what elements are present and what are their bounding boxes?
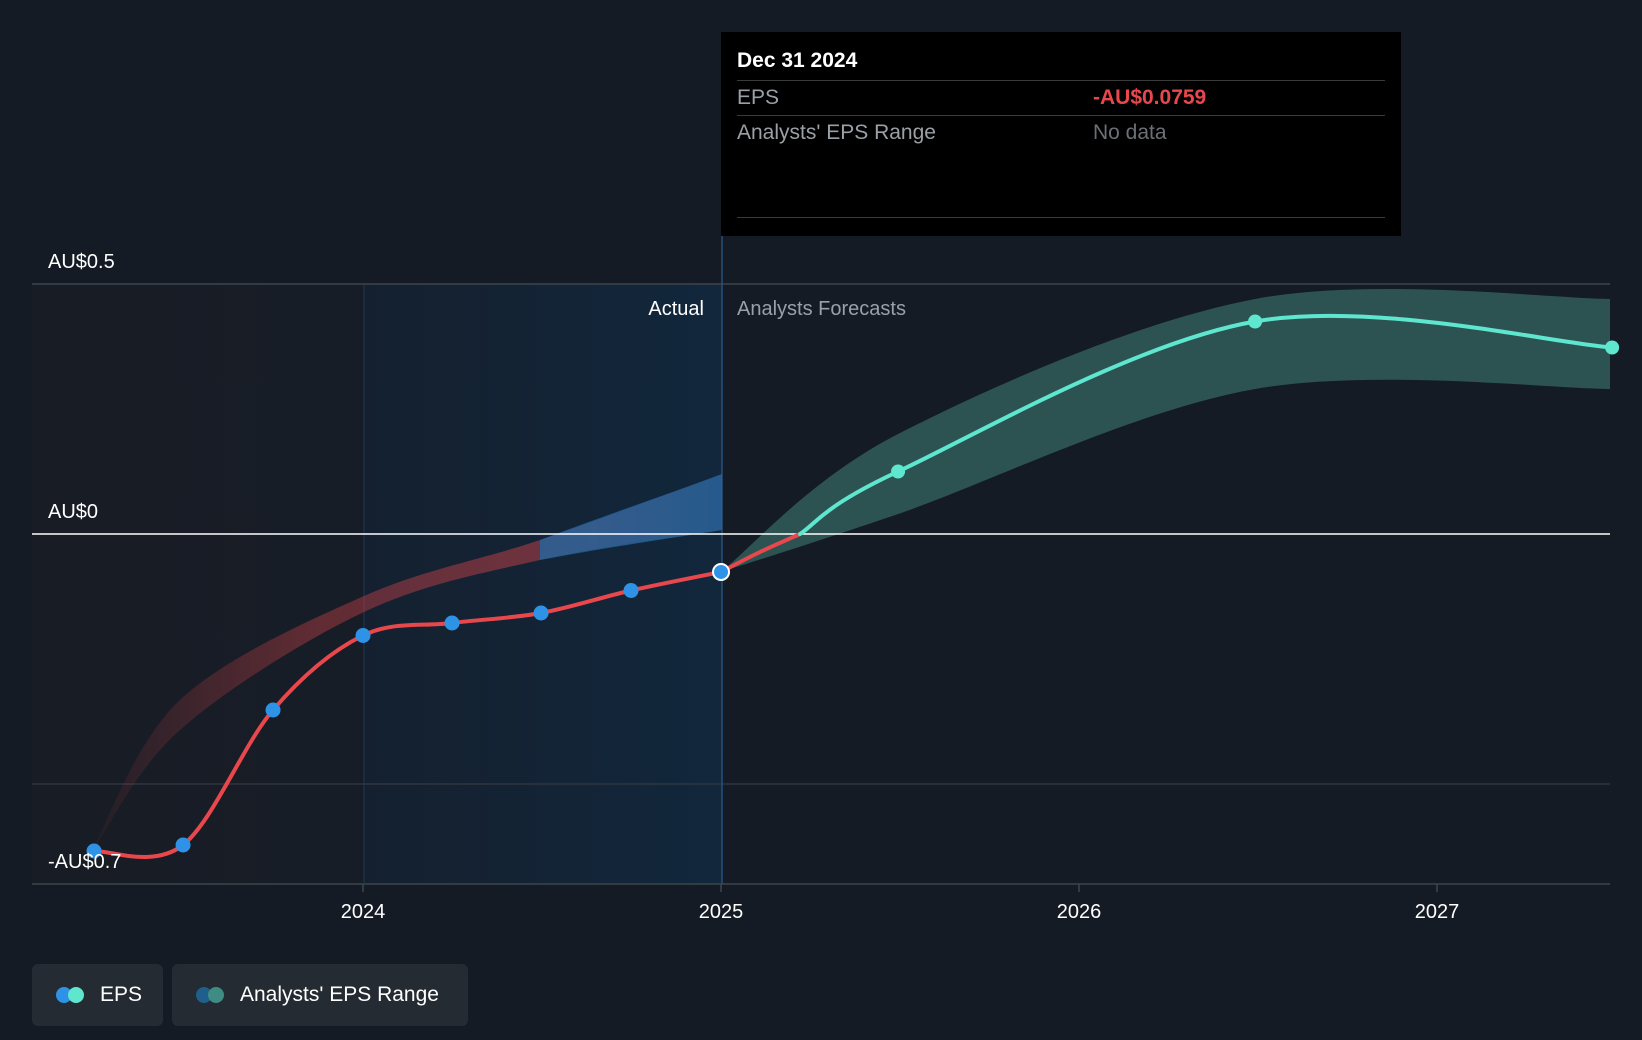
eps-actual-point bbox=[265, 702, 281, 718]
eps-actual-point bbox=[533, 605, 549, 621]
legend-range-label: Analysts' EPS Range bbox=[240, 983, 439, 1006]
tooltip: Dec 31 2024 EPS -AU$0.0759 Analysts' EPS… bbox=[721, 32, 1401, 236]
eps-forecast-line bbox=[798, 313, 1615, 536]
y-label-top: AU$0.5 bbox=[48, 251, 115, 273]
eps-actual-point bbox=[623, 583, 639, 598]
actual-label: Actual bbox=[648, 298, 704, 320]
forecast-label: Analysts Forecasts bbox=[737, 298, 906, 320]
tooltip-eps-value: -AU$0.0759 bbox=[1093, 86, 1207, 109]
eps-forecast-point bbox=[1248, 314, 1263, 329]
tooltip-range-label: Analysts' EPS Range bbox=[737, 121, 936, 144]
eps-forecast-point bbox=[1605, 340, 1620, 355]
tooltip-date: Dec 31 2024 bbox=[737, 49, 858, 72]
eps-forecast-point bbox=[891, 464, 906, 479]
y-label-bottom: -AU$0.7 bbox=[48, 851, 121, 873]
y-label-zero: AU$0 bbox=[48, 501, 98, 523]
eps-actual-point bbox=[444, 615, 460, 631]
x-tick-label: 2024 bbox=[341, 901, 386, 923]
eps-forecast-red-segment bbox=[719, 532, 802, 574]
eps-legend-icon bbox=[56, 987, 86, 1003]
x-tick-label: 2027 bbox=[1415, 901, 1460, 923]
legend-eps-button[interactable]: EPS bbox=[32, 964, 163, 1026]
eps-actual-point bbox=[86, 843, 102, 859]
eps-actual-point bbox=[712, 562, 731, 581]
eps-actual-point bbox=[355, 628, 371, 643]
tooltip-divider bbox=[737, 217, 1385, 218]
tooltip-range-row: Analysts' EPS Range No data bbox=[737, 115, 1385, 150]
eps-actual-point bbox=[175, 837, 191, 853]
x-tick-label: 2026 bbox=[1057, 901, 1102, 923]
forecast-range-band bbox=[721, 289, 1638, 572]
tooltip-eps-row: EPS -AU$0.0759 bbox=[737, 80, 1385, 115]
eps-actual-line bbox=[92, 570, 723, 859]
actual-range-blue bbox=[540, 474, 722, 560]
tooltip-range-value: No data bbox=[1093, 121, 1167, 144]
legend-eps-label: EPS bbox=[100, 983, 143, 1006]
tooltip-eps-label: EPS bbox=[737, 86, 780, 109]
x-tick-label: 2025 bbox=[699, 901, 744, 923]
range-legend-icon bbox=[196, 987, 226, 1003]
past-shade bbox=[32, 284, 364, 884]
legend-range-button[interactable]: Analysts' EPS Range bbox=[172, 964, 468, 1026]
